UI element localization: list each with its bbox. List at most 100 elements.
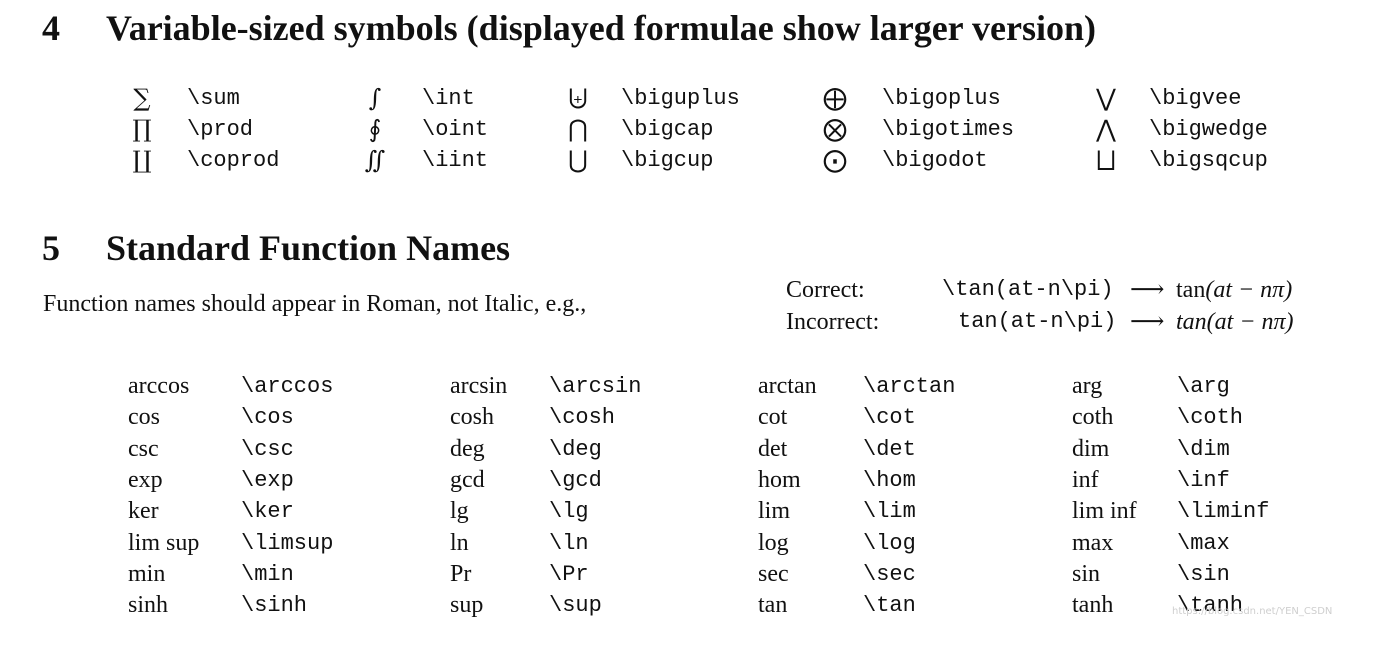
function-name: det: [758, 436, 788, 462]
symbol-glyph: ⨄: [568, 84, 588, 112]
watermark: https://blog.csdn.net/YEN_CSDN: [1172, 606, 1333, 617]
function-name: csc: [128, 436, 159, 462]
function-command: \csc: [241, 437, 294, 462]
function-name: hom: [758, 467, 801, 493]
section-5-intro: Function names should appear in Roman, n…: [43, 291, 587, 317]
symbol-command: \biguplus: [621, 86, 740, 111]
function-command: \max: [1177, 531, 1230, 556]
symbol-glyph: ∐: [132, 146, 152, 174]
symbol-command: \bigcup: [621, 148, 714, 173]
function-name: sec: [758, 561, 789, 587]
example-correct-result: tan(at − nπ): [1176, 274, 1292, 306]
function-name: arcsin: [450, 373, 508, 399]
function-name: tanh: [1072, 592, 1114, 618]
example-correct-label: Correct:: [786, 277, 865, 303]
example-incorrect: Incorrect: tan(at-n\pi) ⟶ tan(at − nπ): [786, 306, 1346, 338]
symbol-glyph: ∑: [133, 84, 151, 112]
function-command: \hom: [863, 468, 916, 493]
function-command: \det: [863, 437, 916, 462]
function-name: min: [128, 561, 166, 587]
function-command: \deg: [549, 437, 602, 462]
function-command: \tanh: [1177, 593, 1244, 618]
function-name: lim: [758, 498, 791, 524]
function-name: gcd: [450, 467, 485, 493]
function-name: coth: [1072, 404, 1114, 430]
function-command: \arctan: [863, 374, 956, 399]
function-command: \tan: [863, 593, 916, 618]
function-command: \sec: [863, 562, 916, 587]
symbol-glyph: ⨀: [823, 146, 847, 174]
function-command: \lg: [549, 499, 589, 524]
example-incorrect-result-fn: tan: [1176, 309, 1207, 335]
function-name: log: [758, 530, 789, 556]
example-incorrect-result: tan(at − nπ): [1176, 306, 1294, 338]
function-command: \dim: [1177, 437, 1230, 462]
function-command: \sup: [549, 593, 602, 618]
function-command: \sinh: [241, 593, 308, 618]
symbol-command: \prod: [187, 117, 254, 142]
function-name: ln: [450, 530, 469, 556]
symbol-command: \coprod: [187, 148, 280, 173]
example-incorrect-code: tan(at-n\pi): [958, 309, 1117, 334]
symbol-command: \bigodot: [882, 148, 988, 173]
function-command: \cos: [241, 405, 294, 430]
function-name: sinh: [128, 592, 169, 618]
symbol-command: \bigsqcup: [1149, 148, 1268, 173]
symbol-command: \sum: [187, 86, 240, 111]
example-correct-code: \tan(at-n\pi): [942, 277, 1114, 302]
function-name: lim sup: [128, 530, 200, 556]
function-command: \cot: [863, 405, 916, 430]
function-command: \liminf: [1177, 499, 1270, 524]
function-name: lg: [450, 498, 469, 524]
example-incorrect-result-args: (at − nπ): [1206, 309, 1294, 335]
function-command: \log: [863, 531, 916, 556]
function-name: max: [1072, 530, 1114, 556]
example-correct: Correct: \tan(at-n\pi) ⟶ tan(at − nπ): [786, 274, 1346, 306]
function-name: arg: [1072, 373, 1103, 399]
symbol-command: \bigcap: [621, 117, 714, 142]
symbol-glyph: ∬: [364, 146, 386, 174]
example-correct-arrow: ⟶: [1130, 277, 1165, 303]
section-4-title: Variable-sized symbols (displayed formul…: [106, 8, 1096, 48]
function-name: lim inf: [1072, 498, 1137, 524]
example-incorrect-arrow: ⟶: [1130, 309, 1165, 335]
function-name: exp: [128, 467, 163, 493]
function-name: deg: [450, 436, 485, 462]
function-name: tan: [758, 592, 788, 618]
function-command: \gcd: [549, 468, 602, 493]
function-name: dim: [1072, 436, 1110, 462]
section-5-title: Standard Function Names: [106, 228, 511, 268]
symbol-command: \bigvee: [1149, 86, 1242, 111]
function-command: \min: [241, 562, 294, 587]
function-command: \ln: [549, 531, 589, 556]
function-command: \lim: [863, 499, 916, 524]
function-name: sin: [1072, 561, 1101, 587]
section-5-number: 5: [42, 228, 60, 268]
function-command: \arg: [1177, 374, 1230, 399]
function-name: cos: [128, 404, 160, 430]
symbol-glyph: ∮: [368, 115, 382, 143]
function-name: inf: [1072, 467, 1099, 493]
function-command: \arccos: [241, 374, 334, 399]
function-name: sup: [450, 592, 484, 618]
symbol-glyph: ∏: [132, 115, 152, 143]
function-name: arccos: [128, 373, 190, 399]
function-command: \exp: [241, 468, 294, 493]
function-command: \Pr: [549, 562, 589, 587]
function-name: cot: [758, 404, 788, 430]
function-command: \inf: [1177, 468, 1230, 493]
function-command: \ker: [241, 499, 294, 524]
symbol-glyph: ⨁: [823, 84, 847, 112]
symbol-glyph: ⋁: [1096, 84, 1116, 112]
function-command: \sin: [1177, 562, 1230, 587]
function-command: \arcsin: [549, 374, 642, 399]
symbol-glyph: ⨂: [823, 115, 847, 143]
example-incorrect-label: Incorrect:: [786, 309, 880, 335]
function-name: cosh: [450, 404, 494, 430]
symbol-command: \bigotimes: [882, 117, 1015, 142]
symbol-command: \int: [422, 86, 475, 111]
symbol-glyph: ⋂: [568, 115, 588, 143]
symbol-glyph: ⋀: [1096, 115, 1116, 143]
symbol-command: \bigoplus: [882, 86, 1001, 111]
symbol-glyph: ⨆: [1096, 146, 1116, 174]
